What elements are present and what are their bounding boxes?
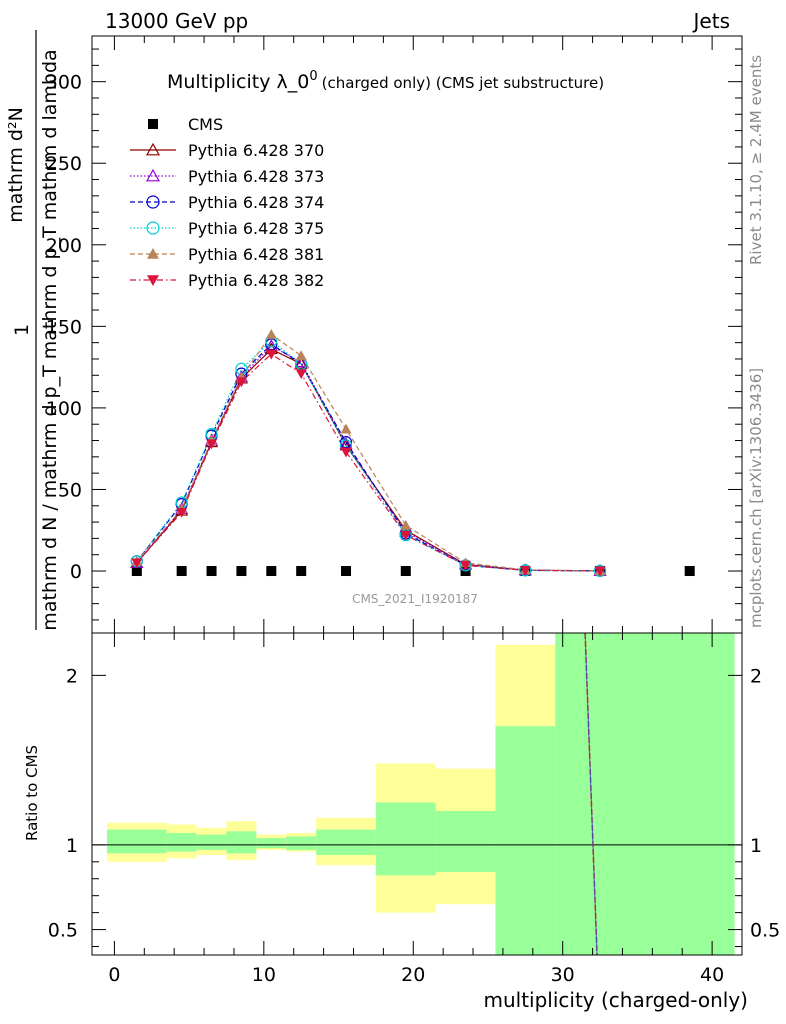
- legend-entry-1: Pythia 6.428 370: [188, 141, 324, 160]
- x-tick-label: 20: [401, 964, 425, 986]
- data-point-series-5: [295, 350, 307, 361]
- legend-marker-0: [148, 119, 158, 129]
- data-point-series-0: [131, 566, 142, 577]
- plot-title: Multiplicity λ_00 (charged only) (CMS jet…: [167, 69, 604, 93]
- legend-entry-0: CMS: [188, 115, 223, 134]
- data-point-series-0: [341, 566, 352, 577]
- ratio-y-tick-label-right: 2: [750, 665, 762, 687]
- series-line-4: [136, 340, 601, 572]
- data-point-series-0: [296, 566, 307, 577]
- data-point-series-6: [265, 349, 277, 360]
- data-point-series-5: [400, 519, 412, 530]
- y-label-denominator: mathrm d N / mathrm d p_T mathrm d p_T m…: [39, 49, 61, 630]
- legend-marker-6: [147, 275, 159, 286]
- ratio-inner-band-10: [555, 633, 735, 955]
- legend-marker-1: [145, 142, 161, 156]
- legend-entry-2: Pythia 6.428 373: [188, 167, 324, 186]
- data-point-series-6: [235, 377, 247, 388]
- data-point-series-5: [340, 423, 352, 434]
- y-tick-label: 100: [46, 398, 82, 420]
- data-point-series-6: [176, 507, 188, 518]
- x-axis-label: multiplicity (charged-only): [483, 988, 748, 1012]
- watermark: CMS_2021_I1920187: [352, 592, 478, 606]
- mcplots-label: mcplots.cern.ch [arXiv:1306.3436]: [747, 368, 765, 628]
- legend-marker-2: [145, 168, 161, 182]
- ratio-inner-band-0: [106, 829, 167, 854]
- ratio-y-tick-label-right: 0.5: [750, 920, 780, 942]
- y-tick-label: 150: [46, 316, 82, 338]
- ratio-inner-band-5: [286, 836, 317, 850]
- data-point-series-6: [206, 439, 218, 450]
- y-tick-label: 300: [46, 72, 82, 94]
- legend-marker-5: [147, 248, 159, 259]
- legend-entry-5: Pythia 6.428 381: [188, 245, 324, 264]
- data-point-series-2: [294, 355, 308, 368]
- y-tick-label: 200: [46, 235, 82, 257]
- ratio-inner-band-2: [196, 834, 227, 850]
- data-point-series-6: [131, 558, 143, 569]
- ratio-inner-band-3: [226, 831, 257, 854]
- ratio-plot-frame: [91, 632, 743, 956]
- ratio-mc-line-2: [584, 632, 598, 956]
- header-left: 13000 GeV pp: [105, 9, 248, 33]
- data-point-series-0: [400, 566, 411, 577]
- header-right: Jets: [692, 9, 730, 33]
- data-point-series-6: [519, 565, 531, 576]
- data-point-series-0: [266, 566, 277, 577]
- ratio-inner-band-1: [166, 832, 197, 852]
- y-axis-label: 1 mathrm d N / mathrm d p_T mathrm d p_T…: [11, 30, 61, 631]
- series-line-2: [136, 345, 601, 572]
- legend-entry-6: Pythia 6.428 382: [188, 271, 324, 290]
- y-tick-label: 50: [58, 479, 82, 501]
- ratio-inner-band-6: [316, 829, 376, 856]
- ratio-inner-band-7: [375, 802, 436, 876]
- data-point-series-6: [400, 530, 412, 541]
- ratio-y-tick-label-left: 1: [66, 835, 78, 857]
- legend-marker-3: [146, 195, 160, 209]
- rivet-label: Rivet 3.1.10, ≥ 2.4M events: [747, 55, 765, 265]
- legend-entry-4: Pythia 6.428 375: [188, 219, 324, 238]
- x-tick-label: 40: [700, 964, 724, 986]
- x-tick-label: 0: [108, 964, 120, 986]
- y-tick-label: 0: [70, 561, 82, 583]
- data-point-series-5: [265, 329, 277, 339]
- legend-marker-4: [146, 221, 160, 235]
- data-point-series-0: [206, 566, 217, 577]
- legend-entry-3: Pythia 6.428 374: [188, 193, 324, 212]
- data-point-series-0: [176, 566, 187, 577]
- data-point-series-0: [684, 566, 695, 577]
- x-tick-label: 30: [551, 964, 575, 986]
- ratio-y-tick-label-left: 0.5: [48, 920, 78, 942]
- ratio-y-tick-label-right: 1: [750, 835, 762, 857]
- series-line-1: [136, 348, 601, 572]
- ratio-y-label: Ratio to CMS: [23, 745, 41, 841]
- data-point-series-6: [295, 369, 307, 380]
- ratio-y-tick-label-left: 2: [66, 665, 78, 687]
- y-label-top: mathrm d²N: [5, 107, 27, 223]
- y-label-numerator: 1: [11, 324, 33, 336]
- data-point-series-6: [594, 566, 606, 577]
- y-tick-label: 250: [46, 153, 82, 175]
- data-point-series-6: [460, 560, 472, 571]
- ratio-inner-band-9: [495, 726, 556, 955]
- series-line-3: [136, 343, 601, 572]
- ratio-inner-band-8: [435, 810, 496, 872]
- x-tick-label: 10: [252, 964, 276, 986]
- series-line-5: [136, 333, 601, 572]
- data-point-series-1: [294, 357, 308, 369]
- data-point-series-0: [236, 566, 247, 577]
- data-point-series-6: [340, 447, 352, 458]
- ratio-inner-band-4: [256, 838, 287, 849]
- series-line-6: [136, 353, 601, 572]
